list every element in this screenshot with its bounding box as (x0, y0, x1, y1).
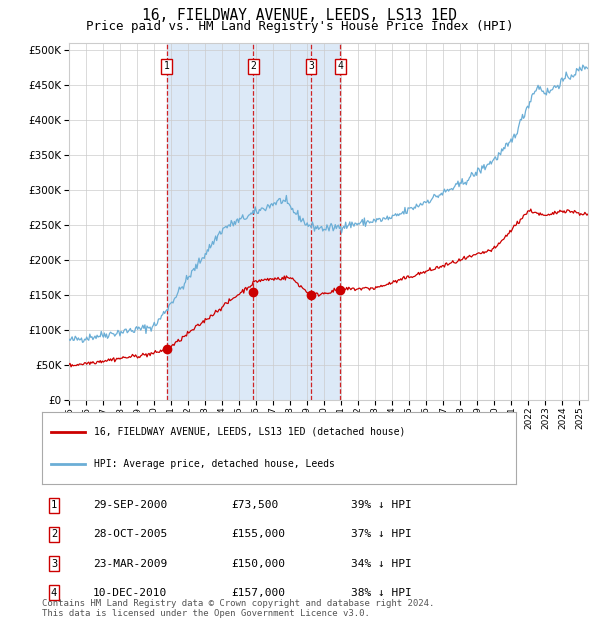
Text: 16, FIELDWAY AVENUE, LEEDS, LS13 1ED (detached house): 16, FIELDWAY AVENUE, LEEDS, LS13 1ED (de… (94, 427, 406, 436)
Text: £150,000: £150,000 (231, 559, 285, 569)
Text: 38% ↓ HPI: 38% ↓ HPI (351, 588, 412, 598)
Text: £155,000: £155,000 (231, 529, 285, 539)
Bar (167, 43, 340, 400)
Text: 3: 3 (51, 559, 57, 569)
Text: 39% ↓ HPI: 39% ↓ HPI (351, 500, 412, 510)
Text: 4: 4 (51, 588, 57, 598)
Text: Contains HM Land Registry data © Crown copyright and database right 2024.
This d: Contains HM Land Registry data © Crown c… (42, 599, 434, 618)
Text: 10-DEC-2010: 10-DEC-2010 (93, 588, 167, 598)
Text: HPI: Average price, detached house, Leeds: HPI: Average price, detached house, Leed… (94, 459, 335, 469)
Text: 16, FIELDWAY AVENUE, LEEDS, LS13 1ED: 16, FIELDWAY AVENUE, LEEDS, LS13 1ED (143, 8, 458, 23)
Text: 28-OCT-2005: 28-OCT-2005 (93, 529, 167, 539)
Text: 2: 2 (51, 529, 57, 539)
Text: 23-MAR-2009: 23-MAR-2009 (93, 559, 167, 569)
Text: Price paid vs. HM Land Registry's House Price Index (HPI): Price paid vs. HM Land Registry's House … (86, 20, 514, 33)
Text: 29-SEP-2000: 29-SEP-2000 (93, 500, 167, 510)
Text: 2: 2 (250, 61, 256, 71)
Text: 34% ↓ HPI: 34% ↓ HPI (351, 559, 412, 569)
Text: 1: 1 (51, 500, 57, 510)
Text: 4: 4 (337, 61, 343, 71)
Text: 37% ↓ HPI: 37% ↓ HPI (351, 529, 412, 539)
Text: £73,500: £73,500 (231, 500, 278, 510)
Text: 3: 3 (308, 61, 314, 71)
Text: £157,000: £157,000 (231, 588, 285, 598)
Text: 1: 1 (164, 61, 170, 71)
